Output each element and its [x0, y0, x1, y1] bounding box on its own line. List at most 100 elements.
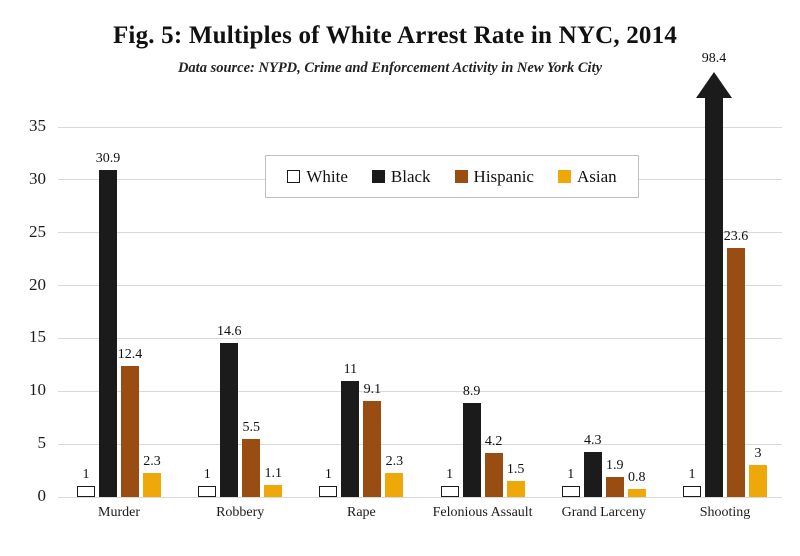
- y-tick-label-30: 30: [29, 168, 46, 188]
- legend-swatch-black: [371, 170, 385, 183]
- bar-cell-white-felonious-assault: 1: [440, 127, 459, 497]
- value-label-black-grand-larceny: 4.3: [584, 432, 602, 448]
- bar-cell-asian-felonious-assault: 1.5: [506, 127, 525, 497]
- overflow-arrow-head: [696, 72, 732, 98]
- gridline-10: [58, 390, 782, 392]
- bar-white-felonious-assault: [440, 486, 459, 497]
- chart-subtitle: Data source: NYPD, Crime and Enforcement…: [177, 60, 603, 76]
- bar-cell-white-grand-larceny: 1: [561, 127, 580, 497]
- gridline-0: [58, 496, 782, 498]
- value-label-asian-robbery: 1.1: [264, 466, 282, 482]
- bar-white-robbery: [198, 486, 217, 497]
- legend-item-white: White: [287, 167, 348, 187]
- bar-black-rape: [341, 380, 360, 497]
- value-label-white-robbery: 1: [203, 467, 211, 483]
- bar-asian-shooting: [749, 465, 767, 497]
- bar-cell-hispanic-rape: 9.1: [363, 127, 382, 497]
- bar-asian-murder: [143, 472, 161, 497]
- legend: White Black Hispanic Asian: [265, 155, 639, 198]
- bar-group-rape: 1 11 9.1 2.3: [319, 127, 404, 497]
- value-label-asian-grand-larceny: 0.8: [628, 469, 646, 485]
- x-category-label-felonious-assault: Felonious Assault: [432, 505, 533, 520]
- value-label-black-murder: 30.9: [95, 151, 121, 167]
- bar-group-murder: 1 30.9 12.4 2.3: [77, 127, 161, 497]
- bar-asian-grand-larceny: [627, 488, 646, 497]
- x-category-label-grand-larceny: Grand Larceny: [561, 505, 646, 520]
- bar-cell-hispanic-shooting: 23.6: [724, 127, 748, 497]
- bar-cell-white-robbery: 1: [198, 127, 217, 497]
- value-label-hispanic-felonious-assault: 4.2: [484, 433, 503, 449]
- y-tick-label-20: 20: [29, 274, 46, 294]
- bar-black-robbery: [220, 342, 239, 497]
- x-category-label-rape: Rape: [347, 505, 376, 520]
- y-tick-label-25: 25: [29, 221, 46, 241]
- legend-label-hispanic: Hispanic: [473, 166, 534, 186]
- bar-asian-rape: [385, 472, 404, 497]
- bar-group-grand-larceny: 1 4.3 1.9 0.8: [561, 127, 646, 497]
- bar-cell-black-robbery: 14.6: [217, 127, 241, 497]
- bar-black-grand-larceny: [583, 451, 602, 497]
- value-label-white-grand-larceny: 1: [567, 467, 575, 483]
- value-label-hispanic-shooting: 23.6: [723, 228, 749, 244]
- bar-cell-asian-rape: 2.3: [385, 127, 404, 497]
- bar-group-shooting: 1 98.4 23.6 3: [683, 51, 767, 497]
- bar-cell-asian-murder: 2.3: [143, 127, 161, 497]
- bar-hispanic-grand-larceny: [605, 476, 624, 497]
- bar-cell-asian-robbery: 1.1: [264, 127, 283, 497]
- bar-cell-white-shooting: 1: [683, 127, 701, 497]
- gridline-25: [58, 232, 782, 234]
- bar-cell-hispanic-robbery: 5.5: [242, 127, 261, 497]
- value-label-asian-rape: 2.3: [385, 453, 404, 469]
- legend-label-black: Black: [390, 166, 431, 186]
- bar-cell-white-murder: 1: [77, 127, 95, 497]
- bar-group-felonious-assault: 1 8.9 4.2 1.5: [440, 127, 525, 497]
- value-label-hispanic-grand-larceny: 1.9: [606, 457, 624, 473]
- bar-black-murder: [99, 170, 117, 497]
- value-label-asian-shooting: 3: [754, 446, 762, 462]
- plot-area: White Black Hispanic Asian 1 30.9 12.4 2.3 1 14.…: [58, 51, 782, 498]
- gridline-20: [58, 285, 782, 287]
- legend-label-white: White: [306, 166, 348, 186]
- legend-swatch-hispanic: [454, 170, 468, 183]
- bar-group-robbery: 1 14.6 5.5 1.1: [198, 127, 283, 497]
- legend-item-black: Black: [371, 166, 431, 187]
- value-label-black-rape: 11: [343, 361, 358, 377]
- value-label-hispanic-robbery: 5.5: [242, 419, 260, 435]
- bar-cell-hispanic-felonious-assault: 4.2: [484, 127, 503, 497]
- legend-swatch-white: [287, 170, 301, 183]
- value-label-asian-felonious-assault: 1.5: [506, 462, 525, 478]
- y-tick-label-0: 0: [37, 486, 47, 505]
- bar-white-shooting: [683, 486, 701, 497]
- bar-cell-white-rape: 1: [319, 127, 338, 497]
- chart-title: Fig. 5: Multiples of White Arrest Rate i…: [112, 22, 678, 49]
- x-category-label-murder: Murder: [98, 505, 140, 520]
- value-label-black-shooting: 98.4: [701, 51, 727, 66]
- legend-swatch-asian: [557, 170, 571, 183]
- value-label-black-robbery: 14.6: [216, 323, 242, 339]
- y-tick-label-5: 5: [37, 433, 47, 453]
- bar-asian-robbery: [264, 485, 283, 497]
- value-label-white-shooting: 1: [688, 467, 696, 483]
- bar-black-felonious-assault: [462, 402, 481, 497]
- y-tick-label-15: 15: [29, 327, 46, 347]
- value-label-hispanic-murder: 12.4: [117, 346, 143, 362]
- bar-hispanic-felonious-assault: [484, 452, 503, 497]
- bar-white-murder: [77, 486, 95, 497]
- value-label-white-murder: 1: [82, 467, 90, 483]
- value-label-white-rape: 1: [324, 467, 332, 483]
- bar-hispanic-shooting: [727, 247, 745, 497]
- bar-cell-hispanic-murder: 12.4: [118, 127, 142, 497]
- bar-cell-asian-shooting: 3: [749, 127, 767, 497]
- bar-cell-hispanic-grand-larceny: 1.9: [605, 127, 624, 497]
- legend-label-asian: Asian: [576, 166, 617, 186]
- bar-cell-black-rape: 11: [341, 127, 360, 497]
- bar-white-rape: [319, 486, 338, 497]
- x-category-label-shooting: Shooting: [699, 505, 751, 520]
- value-label-black-felonious-assault: 8.9: [462, 383, 481, 399]
- gridline-15: [58, 337, 782, 339]
- value-label-asian-murder: 2.3: [143, 453, 161, 469]
- bar-asian-felonious-assault: [506, 481, 525, 497]
- bar-hispanic-rape: [363, 400, 382, 497]
- y-tick-label-10: 10: [29, 380, 46, 400]
